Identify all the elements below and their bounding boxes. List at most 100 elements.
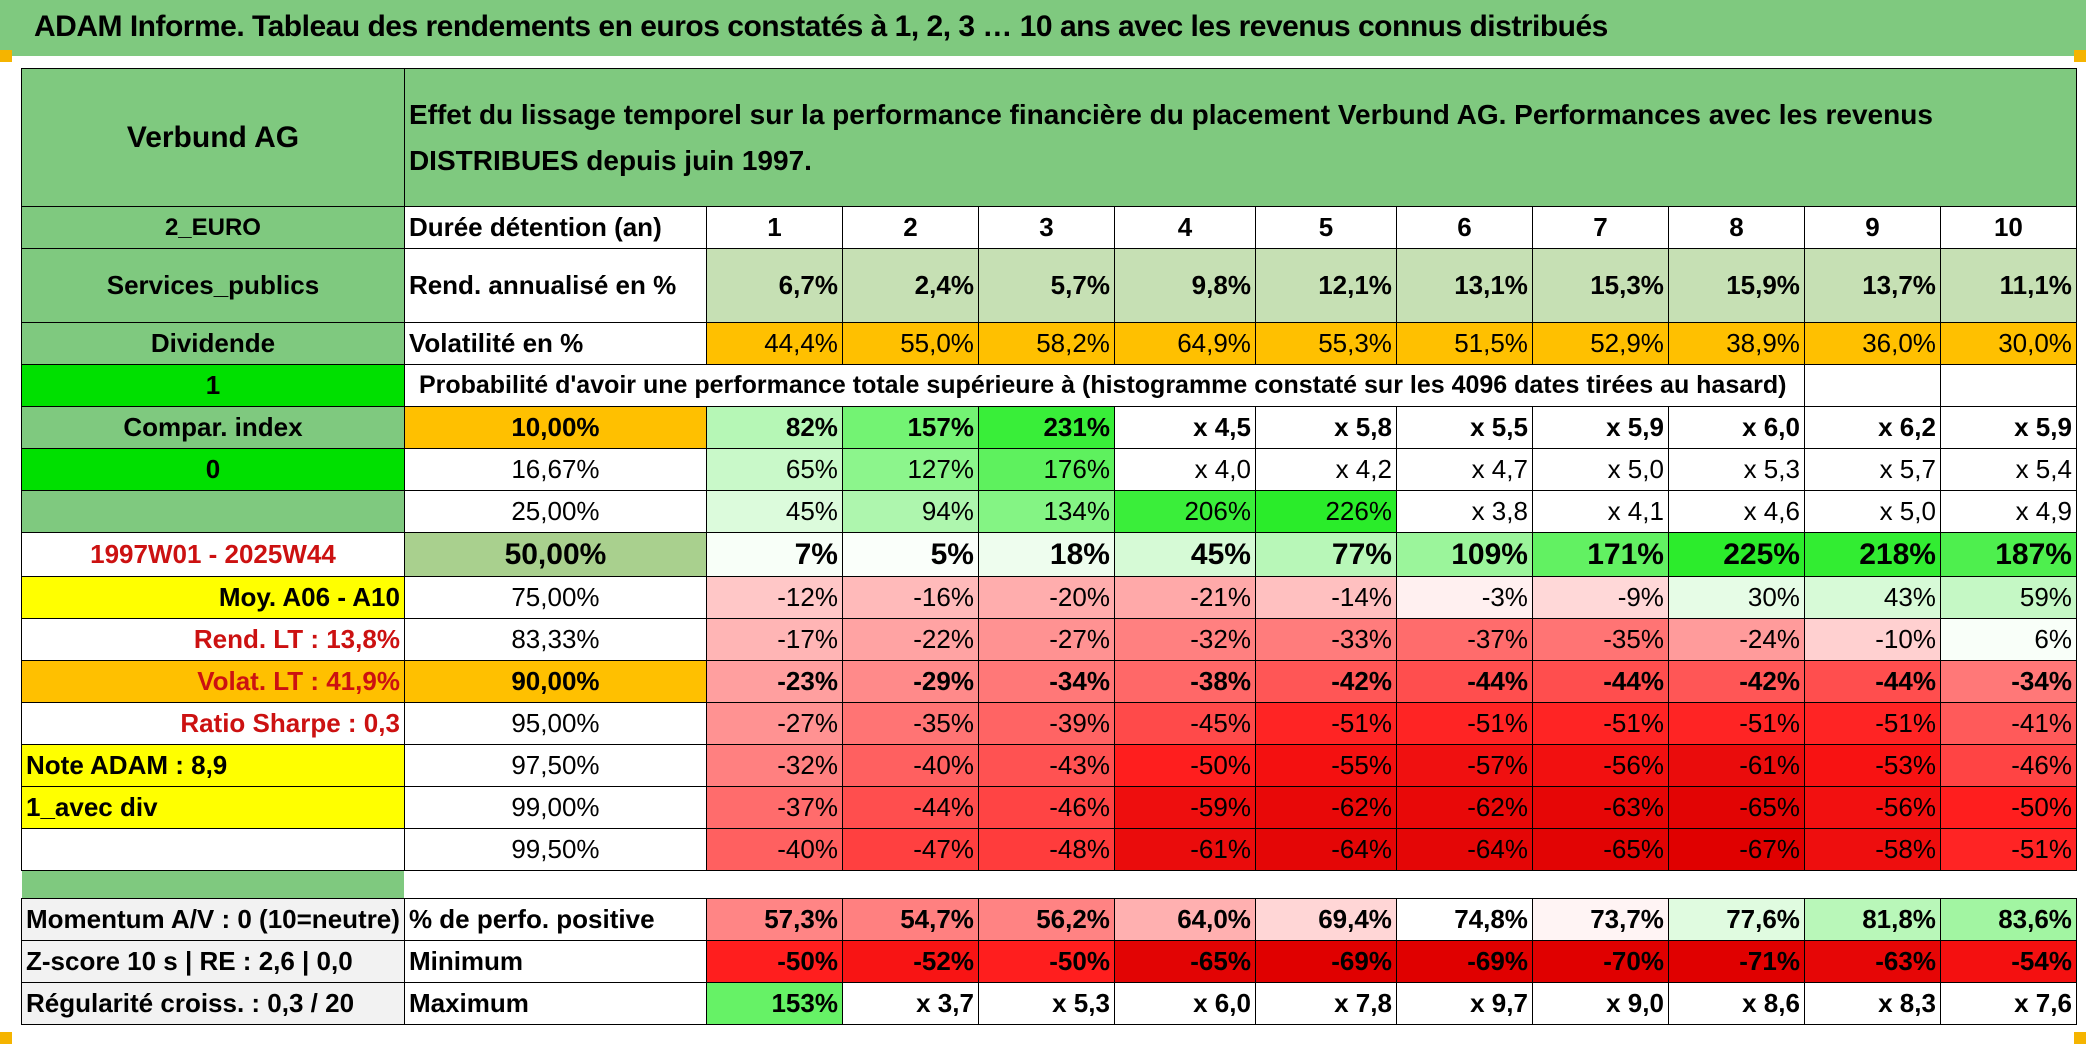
quantile-value-cell: 45% (1113, 532, 1256, 577)
average-label: Moy. A06 - A10 (21, 576, 405, 619)
quantile-value-cell: x 4,0 (1113, 448, 1256, 491)
minimum-cell: -52% (841, 940, 979, 983)
annual-return-cell: 13,1% (1395, 248, 1533, 323)
report-title: ADAM Informe. Tableau des rendements en … (34, 10, 1608, 43)
minimum-cell: -63% (1803, 940, 1941, 983)
year-header: 4 (1113, 206, 1256, 249)
quantile-value-cell: x 4,5 (1113, 406, 1256, 449)
quantile-value-cell: -21% (1113, 576, 1256, 619)
maximum-cell: x 7,6 (1939, 982, 2077, 1025)
quantile-value-cell: -44% (1395, 660, 1533, 703)
quantile-value-cell: -51% (1395, 702, 1533, 745)
quantile-value-cell: 5% (841, 532, 979, 577)
holding-duration-label: Durée détention (an) (403, 206, 707, 249)
quantile-value-cell: 176% (977, 448, 1115, 491)
quantile-value-cell: -35% (841, 702, 979, 745)
minimum-cell: -69% (1254, 940, 1397, 983)
sharpe-ratio: Ratio Sharpe : 0,3 (21, 702, 405, 745)
year-header: 1 (705, 206, 843, 249)
index-flag-value[interactable]: 1 (21, 364, 405, 407)
quantile-value-cell: 59% (1939, 576, 2077, 619)
positive-perf-cell: 81,8% (1803, 898, 1941, 941)
positive-perf-cell: 56,2% (977, 898, 1115, 941)
positive-perf-cell: 69,4% (1254, 898, 1397, 941)
positive-perf-cell: 64,0% (1113, 898, 1256, 941)
quantile-value-cell: -48% (977, 828, 1115, 871)
quantile-value-cell: -59% (1113, 786, 1256, 829)
corner-marker (0, 50, 12, 62)
quantile-value-cell: -42% (1254, 660, 1397, 703)
minimum-cell: -65% (1113, 940, 1256, 983)
quantile-value-cell: -43% (977, 744, 1115, 787)
adam-score: Note ADAM : 8,9 (21, 744, 405, 787)
positive-perf-cell: 54,7% (841, 898, 979, 941)
quantile-value-cell: -34% (977, 660, 1115, 703)
year-header: 2 (841, 206, 979, 249)
quantile-value-cell: -12% (705, 576, 843, 619)
quantile-label: 10,00% (403, 406, 707, 449)
maximum-cell: 153% (705, 982, 843, 1025)
year-header: 10 (1939, 206, 2077, 249)
quantile-value-cell: x 4,6 (1667, 490, 1805, 533)
quantile-value-cell: 94% (841, 490, 979, 533)
quantile-value-cell: -61% (1667, 744, 1805, 787)
corner-marker (0, 1032, 12, 1044)
compar-index-value[interactable]: 0 (21, 448, 405, 491)
quantile-value-cell: -67% (1667, 828, 1805, 871)
quantile-value-cell: x 6,2 (1803, 406, 1941, 449)
volatility-cell: 55,0% (841, 322, 979, 365)
year-header: 8 (1667, 206, 1805, 249)
quantile-value-cell: -51% (1667, 702, 1805, 745)
positive-perf-cell: 77,6% (1667, 898, 1805, 941)
volatility-cell: 55,3% (1254, 322, 1397, 365)
quantile-label: 16,67% (403, 448, 707, 491)
quantile-value-cell: -45% (1113, 702, 1256, 745)
quantile-value-cell: -51% (1531, 702, 1669, 745)
quantile-value-cell: 82% (705, 406, 843, 449)
quantile-label: 97,50% (403, 744, 707, 787)
quantile-value-cell: -32% (1113, 618, 1256, 661)
minimum-cell: -50% (977, 940, 1115, 983)
quantile-value-cell: 225% (1667, 532, 1805, 577)
quantile-value-cell: -34% (1939, 660, 2077, 703)
quantile-value-cell: x 5,0 (1531, 448, 1669, 491)
quantile-value-cell: -62% (1254, 786, 1397, 829)
quantile-value-cell: -53% (1803, 744, 1941, 787)
quantile-value-cell: -57% (1395, 744, 1533, 787)
dividend-mode: 1_avec div (21, 786, 405, 829)
quantile-label: 25,00% (403, 490, 707, 533)
compar-index-label: Compar. index (21, 406, 405, 449)
quantile-value-cell: -23% (705, 660, 843, 703)
corner-marker (2074, 1032, 2086, 1044)
quantile-value-cell: 18% (977, 532, 1115, 577)
quantile-label: 90,00% (403, 660, 707, 703)
maximum-cell: x 8,6 (1667, 982, 1805, 1025)
minimum-cell: -70% (1531, 940, 1669, 983)
annual-return-cell: 12,1% (1254, 248, 1397, 323)
spacer-cell (21, 870, 405, 899)
quantile-value-cell: 109% (1395, 532, 1533, 577)
quantile-value-cell: -27% (977, 618, 1115, 661)
positive-perf-cell: 73,7% (1531, 898, 1669, 941)
quantile-value-cell: -44% (1531, 660, 1669, 703)
volatility-cell: 64,9% (1113, 322, 1256, 365)
quantile-value-cell: -64% (1254, 828, 1397, 871)
maximum-label: Maximum (403, 982, 707, 1025)
quantile-value-cell: -50% (1939, 786, 2077, 829)
quantile-value-cell: -62% (1395, 786, 1533, 829)
quantile-value-cell: -29% (841, 660, 979, 703)
year-header: 9 (1803, 206, 1941, 249)
year-header: 6 (1395, 206, 1533, 249)
quantile-value-cell: 127% (841, 448, 979, 491)
quantile-value-cell: -24% (1667, 618, 1805, 661)
quantile-value-cell: x 5,9 (1531, 406, 1669, 449)
regularity-label: Régularité croiss. : 0,3 / 20 (21, 982, 405, 1025)
quantile-value-cell: -63% (1531, 786, 1669, 829)
performance-table: Verbund AG Effet du lissage temporel sur… (21, 68, 2077, 1025)
quantile-value-cell: -40% (841, 744, 979, 787)
quantile-value-cell: -32% (705, 744, 843, 787)
quantile-label: 75,00% (403, 576, 707, 619)
volatility-cell: 58,2% (977, 322, 1115, 365)
maximum-cell: x 5,3 (977, 982, 1115, 1025)
quantile-value-cell: 65% (705, 448, 843, 491)
